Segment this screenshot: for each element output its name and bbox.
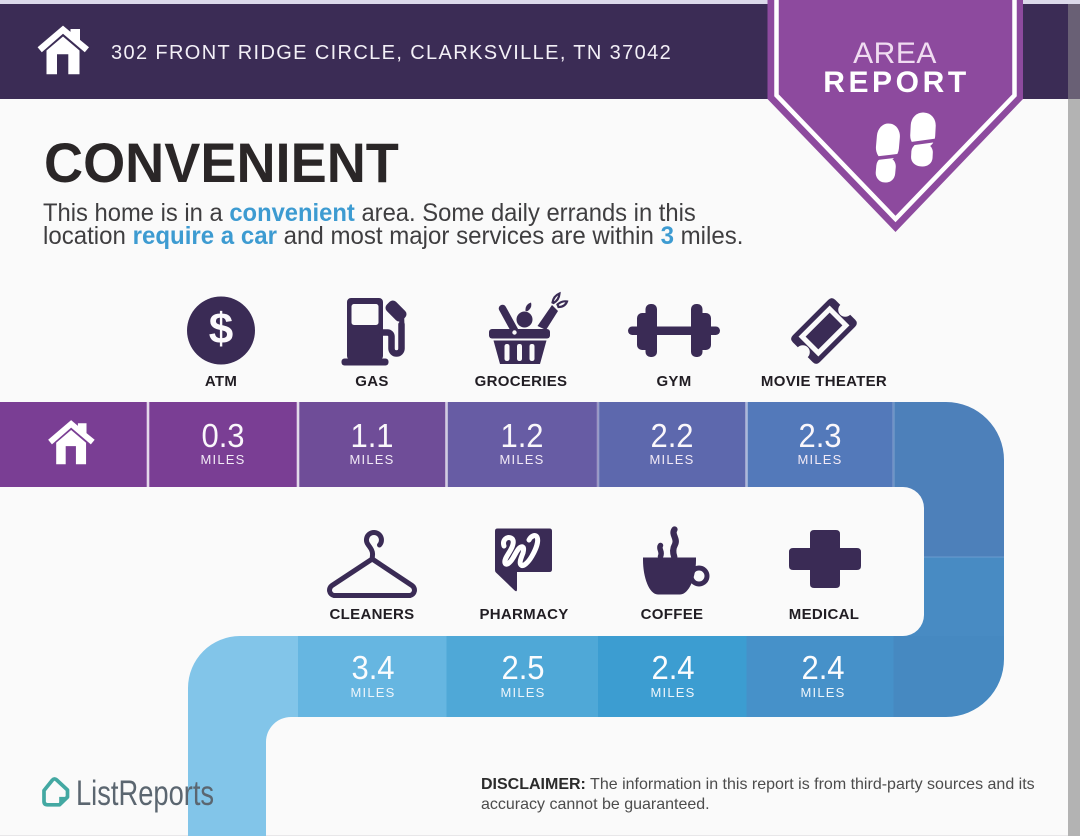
svg-text:$: $	[209, 305, 233, 354]
